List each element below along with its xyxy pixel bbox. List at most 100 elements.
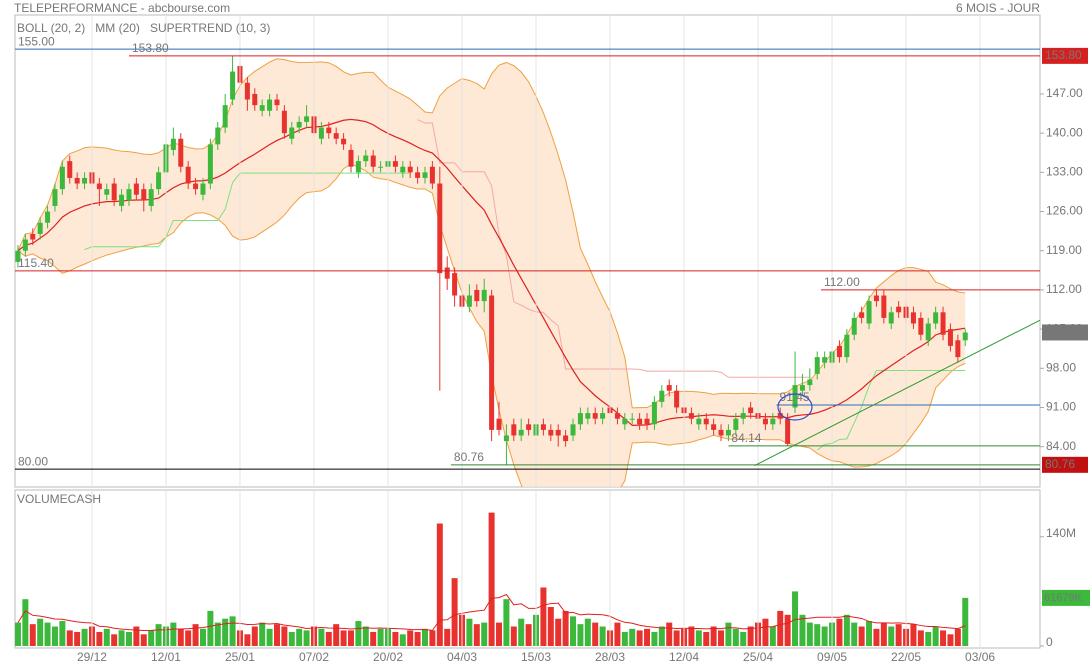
candle-body — [437, 183, 443, 274]
candle-body — [489, 295, 495, 430]
volume-bar — [503, 599, 510, 646]
level-box-label: 153.80 — [1045, 48, 1082, 62]
candle-body — [851, 317, 857, 335]
volume-bar — [621, 631, 628, 646]
level-label: 155.00 — [18, 34, 55, 48]
volume-bar — [740, 631, 747, 646]
candle-body — [629, 418, 635, 420]
candle-body — [740, 413, 746, 419]
candle-body — [45, 211, 51, 223]
candle-body — [496, 418, 502, 430]
level-label: 80.00 — [18, 454, 48, 468]
y-tick-label: 140M — [1046, 526, 1076, 540]
volume-bar — [51, 626, 58, 646]
volume-bar — [540, 587, 547, 646]
candle-body — [940, 312, 946, 335]
candle-body — [415, 172, 421, 178]
moving-average — [17, 118, 966, 427]
volume-bar — [414, 631, 421, 646]
volume-bar — [333, 624, 340, 646]
volume-bar — [281, 626, 288, 646]
level-box — [1042, 47, 1088, 64]
volume-bar — [207, 610, 214, 646]
candle-body — [585, 413, 591, 419]
volume-bar — [636, 630, 643, 646]
candle-body — [67, 161, 73, 178]
volume-bar — [473, 624, 480, 646]
candle-body — [111, 183, 117, 201]
candle-body — [644, 418, 650, 425]
candle-body — [540, 424, 546, 430]
candle-body — [844, 334, 850, 358]
volume-bar — [584, 618, 591, 646]
volume-bar — [718, 630, 725, 646]
candle-body — [614, 413, 620, 419]
volume-bar — [644, 628, 651, 646]
candle-body — [622, 418, 628, 425]
candle-body — [555, 429, 561, 436]
volume-bar — [15, 622, 21, 646]
volume-bar — [347, 630, 354, 646]
candle-body — [933, 312, 939, 324]
supertrend — [417, 119, 810, 378]
candle-body — [222, 105, 228, 128]
volume-bar — [288, 631, 295, 646]
candle-body — [718, 429, 724, 436]
y-tick-label: 119.00 — [1046, 243, 1082, 257]
candle-body — [363, 155, 369, 162]
volume-bar — [436, 523, 443, 646]
candle-body — [925, 323, 931, 341]
candle-body — [259, 105, 265, 111]
x-tick-label: 25/04 — [743, 650, 773, 664]
volume-bar — [362, 626, 369, 646]
candle-body — [274, 99, 280, 106]
candle-body — [348, 149, 354, 167]
candle-body — [947, 329, 953, 346]
volume-bar — [866, 621, 873, 646]
volume-bar — [510, 626, 517, 646]
legend-entry: BOLL (20, 2) — [17, 21, 85, 35]
candle-body — [378, 166, 384, 168]
level-label: 91.45 — [780, 390, 810, 404]
volume-bar — [910, 624, 917, 646]
volume-bar — [962, 597, 969, 646]
candle-body — [82, 177, 88, 184]
volume-bar — [399, 634, 406, 646]
candle-body — [711, 424, 717, 430]
x-tick-label: 22/05 — [891, 650, 921, 664]
volume-bar — [22, 599, 29, 646]
candle-body — [637, 418, 643, 425]
volume-bar — [658, 626, 665, 646]
candle-body — [896, 306, 902, 313]
volume-bar — [451, 578, 458, 646]
volume-bar — [562, 610, 569, 646]
volume-bar — [614, 622, 621, 646]
candle-body — [452, 273, 458, 296]
volume-bar — [481, 622, 488, 646]
candle-body — [207, 144, 213, 184]
volume-bar — [422, 628, 428, 646]
candle-body — [200, 183, 206, 195]
level-box-label: 80.76 — [1045, 457, 1075, 471]
volume-bar — [695, 630, 702, 646]
candle-body — [333, 133, 339, 139]
candle-body — [355, 161, 361, 173]
volume-bar — [954, 628, 961, 646]
level-label: 112.00 — [824, 275, 860, 289]
volume-bar — [118, 630, 125, 646]
candle-body — [748, 407, 754, 414]
volume-bar — [821, 626, 828, 646]
price-plot — [15, 55, 968, 487]
level-label: 80.76 — [454, 450, 484, 464]
candle-body — [422, 172, 428, 178]
candle-body — [148, 189, 154, 206]
candle-body — [230, 71, 236, 100]
candle-body — [725, 429, 731, 436]
candle-body — [881, 295, 887, 318]
volume-bar — [155, 624, 162, 646]
volume-bar — [858, 626, 865, 646]
candle-body — [156, 172, 162, 190]
page-title: TELEPERFORMANCE - abcbourse.com — [14, 1, 230, 15]
volume-bar — [932, 626, 939, 646]
candle-body — [955, 340, 961, 358]
